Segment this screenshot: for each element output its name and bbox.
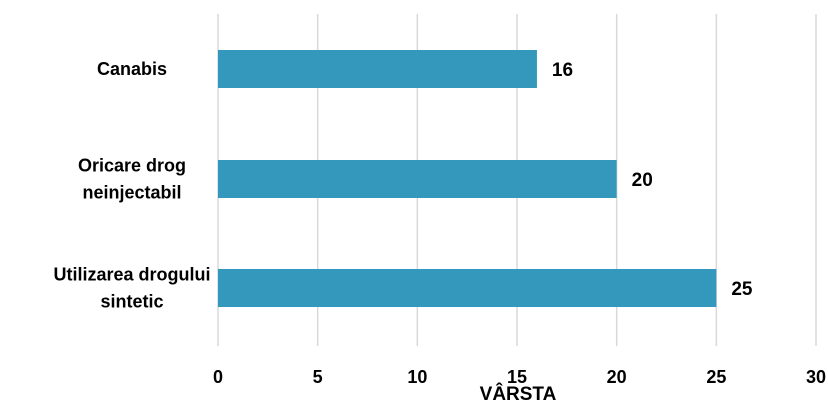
data-label: 25 (731, 279, 753, 300)
category-label-line: sintetic (100, 292, 163, 312)
category-label-line: Utilizarea drogului (53, 265, 210, 285)
x-tick-label: 30 (806, 367, 826, 387)
category-label: Utilizarea drogului sintetic (53, 265, 210, 312)
x-axis-title: VÂRSTA (480, 383, 557, 405)
x-tick-label: 5 (313, 367, 323, 387)
category-label: Oricare drog neinjectabil (78, 156, 186, 203)
category-labels: Canabis Oricare drog neinjectabil Utilizare… (53, 59, 210, 312)
x-tick-labels: 0 5 10 15 20 25 30 (213, 367, 826, 387)
category-label-line: Canabis (97, 59, 167, 79)
bar (218, 160, 617, 198)
x-tick-label: 15 (507, 367, 527, 387)
bar (218, 269, 717, 307)
x-tick-label: 0 (213, 367, 223, 387)
category-label-line: neinjectabil (82, 183, 181, 203)
category-label: Canabis (97, 59, 167, 79)
category-label-line: Oricare drog (78, 156, 186, 176)
data-label: 20 (632, 170, 653, 191)
data-labels: 16 20 25 (552, 60, 753, 300)
x-tick-label: 10 (407, 367, 427, 387)
bars (218, 50, 717, 307)
x-tick-label: 25 (706, 367, 726, 387)
bar (218, 50, 537, 88)
data-label: 16 (552, 60, 573, 81)
x-tick-label: 20 (607, 367, 627, 387)
